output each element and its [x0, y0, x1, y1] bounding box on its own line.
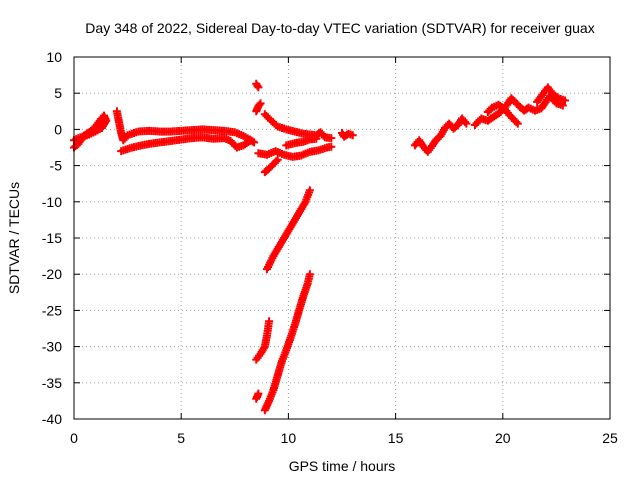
- chart-data-points: [70, 79, 569, 415]
- data-point: [265, 317, 274, 326]
- y-tick-label: -35: [42, 375, 62, 391]
- x-tick-label: 20: [495, 430, 511, 446]
- series-track-9: [260, 155, 282, 177]
- data-point: [348, 131, 357, 140]
- x-axis-title: GPS time / hours: [289, 458, 396, 474]
- data-point: [560, 96, 569, 105]
- series-track-15: [410, 114, 471, 156]
- series-track-8: [254, 142, 336, 161]
- data-point: [305, 186, 314, 195]
- data-point: [255, 100, 264, 109]
- data-point: [512, 118, 521, 127]
- data-point: [254, 83, 263, 92]
- data-point: [312, 134, 321, 143]
- x-tick-label: 25: [602, 430, 618, 446]
- x-tick-label: 5: [177, 430, 185, 446]
- series-track-2: [112, 107, 259, 147]
- series-track-7: [282, 134, 321, 150]
- data-point: [327, 142, 336, 151]
- data-point: [273, 155, 282, 164]
- chart-tick-labels: 0 5 10 15 20 25 -40 -35 -30 -25 -20 -15 -10 -5 0 5 10: [42, 49, 618, 446]
- y-tick-label: -15: [42, 230, 62, 246]
- series-track-16: [470, 92, 567, 130]
- data-point: [513, 119, 522, 128]
- data-point: [244, 138, 253, 147]
- data-point: [305, 270, 314, 279]
- chart-title: Day 348 of 2022, Sidereal Day-to-day VTE…: [85, 20, 594, 36]
- y-tick-label: -40: [42, 411, 62, 427]
- y-tick-label: -25: [42, 302, 62, 318]
- y-tick-label: -10: [42, 194, 62, 210]
- series-track-4: [252, 79, 263, 92]
- data-point: [71, 142, 80, 151]
- x-tick-label: 0: [70, 430, 78, 446]
- series-track-11: [262, 186, 314, 274]
- y-tick-label: 5: [54, 85, 62, 101]
- data-point: [256, 99, 265, 108]
- series-track-18: [533, 83, 569, 106]
- series-track-6: [260, 110, 336, 143]
- y-tick-label: -5: [50, 158, 63, 174]
- series-track-13: [252, 389, 263, 403]
- y-tick-label: 0: [54, 121, 62, 137]
- plot-frame: [73, 56, 611, 420]
- series-track-12: [252, 317, 274, 364]
- series-track-3: [117, 133, 254, 156]
- series-track-5: [252, 99, 265, 116]
- data-point: [254, 389, 263, 398]
- series-track-14: [260, 270, 314, 415]
- data-point: [327, 134, 336, 143]
- x-tick-label: 10: [281, 430, 297, 446]
- y-tick-label: -20: [42, 266, 62, 282]
- data-point: [272, 157, 281, 166]
- y-tick-label: -30: [42, 339, 62, 355]
- y-tick-label: 10: [46, 49, 62, 65]
- data-point: [245, 136, 254, 145]
- x-tick-label: 15: [388, 430, 404, 446]
- series-track-17: [483, 100, 522, 128]
- y-axis-title: SDTVAR / TECUs: [6, 182, 22, 294]
- series-track-10: [338, 129, 357, 141]
- data-point: [462, 119, 471, 128]
